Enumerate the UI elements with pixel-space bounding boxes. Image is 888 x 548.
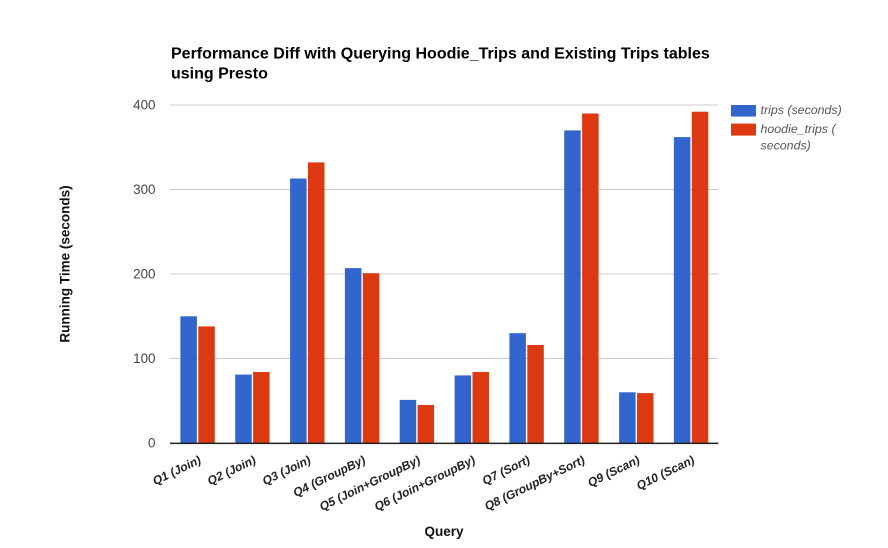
svg-text:using Presto: using Presto bbox=[171, 66, 268, 83]
svg-text:seconds): seconds) bbox=[761, 138, 811, 152]
svg-text:Query: Query bbox=[424, 524, 464, 539]
svg-text:Performance Diff with Querying: Performance Diff with Querying Hoodie_Tr… bbox=[171, 46, 710, 63]
svg-text:0: 0 bbox=[148, 436, 155, 451]
svg-text:400: 400 bbox=[133, 98, 155, 113]
svg-text:trips (seconds): trips (seconds) bbox=[761, 103, 842, 117]
svg-text:100: 100 bbox=[133, 351, 155, 366]
svg-text:300: 300 bbox=[133, 182, 155, 197]
svg-text:hoodie_trips (: hoodie_trips ( bbox=[761, 122, 838, 136]
svg-text:200: 200 bbox=[133, 267, 155, 282]
svg-text:Running Time (seconds): Running Time (seconds) bbox=[58, 185, 73, 342]
